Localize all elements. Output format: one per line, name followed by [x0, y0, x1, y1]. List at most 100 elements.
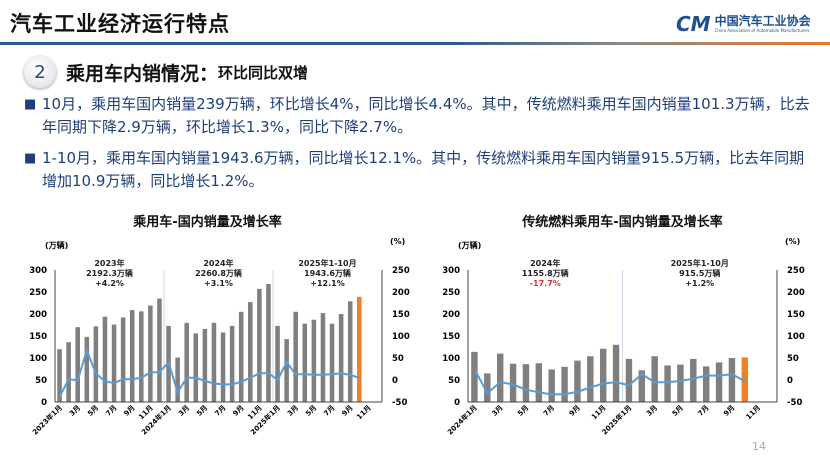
left-tick-label: 0: [41, 398, 47, 408]
right-tick-label: -50: [787, 398, 802, 408]
sales-bar: [320, 313, 326, 402]
sales-bar: [93, 326, 99, 402]
sales-bar: [484, 373, 491, 402]
header-divider: [0, 42, 830, 45]
sales-bar: [715, 362, 723, 402]
sales-bar: [84, 336, 90, 402]
chart-passenger-sales: (万辆) (%) 0 50 100 150 200 250 300 -50 0 50 100 150 200…: [29, 237, 410, 437]
period-annotation: 2025年1-10月: [298, 258, 356, 268]
bullet-ytd: 1-10月，乘用车国内销量1943.6万辆，同比增长12.1%。其中，传统燃料乘…: [24, 147, 814, 193]
sales-bar: [357, 296, 362, 402]
sales-bar: [75, 327, 80, 402]
sales-bar: [111, 324, 117, 402]
left-tick-label: 50: [448, 376, 460, 386]
left-tick-label: 100: [442, 354, 460, 364]
period-annotation: 1155.8万辆: [522, 268, 569, 278]
period-annotation: -17.7%: [530, 279, 561, 288]
right-axis-unit: (%): [390, 237, 405, 246]
sales-bar: [248, 302, 253, 402]
x-tick-label: 2023年1月: [30, 403, 63, 436]
period-annotation: 2024年: [203, 258, 233, 268]
left-axis-unit: (万辆): [45, 240, 68, 250]
sales-bar: [625, 358, 633, 402]
sales-bar: [139, 311, 144, 402]
sales-bar: [574, 360, 581, 402]
period-annotation: 2024年: [530, 258, 560, 268]
period-annotation: +12.1%: [310, 279, 344, 288]
sales-bar: [347, 301, 353, 402]
sales-bar: [238, 311, 244, 402]
right-tick-label: 0: [787, 376, 793, 386]
x-tick-label: 3月: [491, 404, 505, 418]
left-tick-label: 100: [29, 354, 47, 364]
left-tick-label: 250: [442, 288, 460, 298]
sales-bar: [211, 322, 217, 402]
page-title: 汽车工业经济运行特点: [10, 12, 230, 36]
chart2-title: 传统燃料乘用车-国内销量及增长率: [522, 215, 723, 230]
sales-bar: [266, 284, 271, 402]
x-tick-label: 3月: [68, 404, 82, 418]
period-annotation: 2260.8万辆: [195, 268, 242, 278]
logo-mark-icon: CM: [676, 12, 711, 36]
logo-text: 中国汽车工业协会: [714, 14, 811, 28]
section-heading: 2 乘用车内销情况： 环比同比双增: [24, 56, 308, 88]
x-tick-label: 5月: [195, 404, 209, 418]
x-tick-label: 5月: [671, 404, 685, 418]
sales-bar: [638, 370, 646, 402]
left-tick-label: 150: [29, 332, 47, 342]
sales-bar: [129, 310, 135, 402]
sales-bar: [702, 366, 710, 402]
sales-bar: [257, 288, 262, 402]
sales-bar: [193, 333, 199, 402]
sales-bar: [120, 317, 126, 402]
period-annotation: +3.1%: [204, 279, 233, 288]
x-tick-label: 3月: [286, 404, 300, 418]
sales-bar: [275, 325, 280, 402]
sales-bar: [677, 364, 684, 402]
right-tick-label: 50: [392, 354, 404, 364]
x-tick-label: 11月: [745, 404, 763, 422]
x-tick-label: 5月: [516, 404, 530, 418]
x-tick-label: 7月: [213, 404, 227, 418]
sales-bar: [599, 348, 607, 402]
period-annotation: 2192.3万辆: [86, 268, 133, 278]
growth-line: [473, 368, 746, 396]
right-tick-label: 200: [392, 288, 410, 298]
x-tick-label: 7月: [104, 404, 118, 418]
sales-bar: [561, 366, 568, 402]
sales-bar: [175, 357, 180, 402]
x-tick-label: 9月: [232, 404, 246, 418]
sales-bar: [157, 298, 162, 402]
sales-bar: [651, 356, 658, 402]
x-tick-label: 7月: [697, 404, 711, 418]
chart1-title: 乘用车-国内销量及增长率: [133, 215, 282, 230]
section-number: 2: [24, 56, 56, 88]
right-tick-label: 250: [392, 266, 410, 276]
right-tick-label: 200: [787, 288, 805, 298]
sales-bar: [496, 353, 504, 402]
x-tick-label: 9月: [341, 404, 355, 418]
sales-bar: [66, 342, 71, 402]
sales-bar: [741, 357, 749, 402]
x-tick-label: 3月: [645, 404, 659, 418]
growth-line: [58, 347, 360, 398]
section-title: 乘用车内销情况：: [66, 62, 219, 85]
x-tick-label: 9月: [123, 404, 137, 418]
sales-bar: [229, 325, 235, 402]
sales-bar: [548, 369, 555, 402]
x-tick-label: 3月: [177, 404, 191, 418]
x-tick-label: 11月: [590, 404, 608, 422]
x-tick-label: 11月: [355, 404, 373, 422]
left-axis-unit: (万辆): [458, 240, 481, 250]
chart-ice-passenger-sales: (万辆) (%) 0 50 100 150 200 250 300 -50 0 50 100 150 200…: [442, 237, 805, 437]
sales-bar: [728, 358, 736, 402]
right-tick-label: 250: [787, 266, 805, 276]
right-tick-label: 150: [392, 310, 410, 320]
period-annotation: +4.2%: [95, 279, 124, 288]
sales-bar: [57, 349, 62, 402]
right-tick-label: 100: [787, 332, 805, 342]
sales-bar: [338, 314, 344, 402]
sales-bar: [612, 344, 620, 402]
period-annotation: +1.2%: [685, 279, 714, 288]
period-annotation: 915.5万辆: [679, 268, 720, 278]
